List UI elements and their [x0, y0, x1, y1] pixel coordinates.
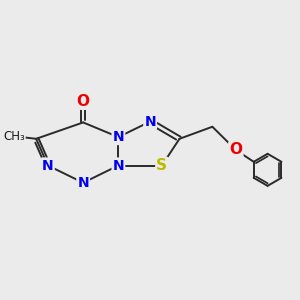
- Text: N: N: [112, 130, 124, 144]
- Text: O: O: [230, 142, 242, 158]
- Text: N: N: [144, 115, 156, 129]
- Text: N: N: [42, 158, 54, 172]
- Text: CH₃: CH₃: [3, 130, 25, 143]
- Text: N: N: [77, 176, 89, 190]
- Text: N: N: [112, 158, 124, 172]
- Text: S: S: [156, 158, 167, 173]
- Text: O: O: [77, 94, 90, 109]
